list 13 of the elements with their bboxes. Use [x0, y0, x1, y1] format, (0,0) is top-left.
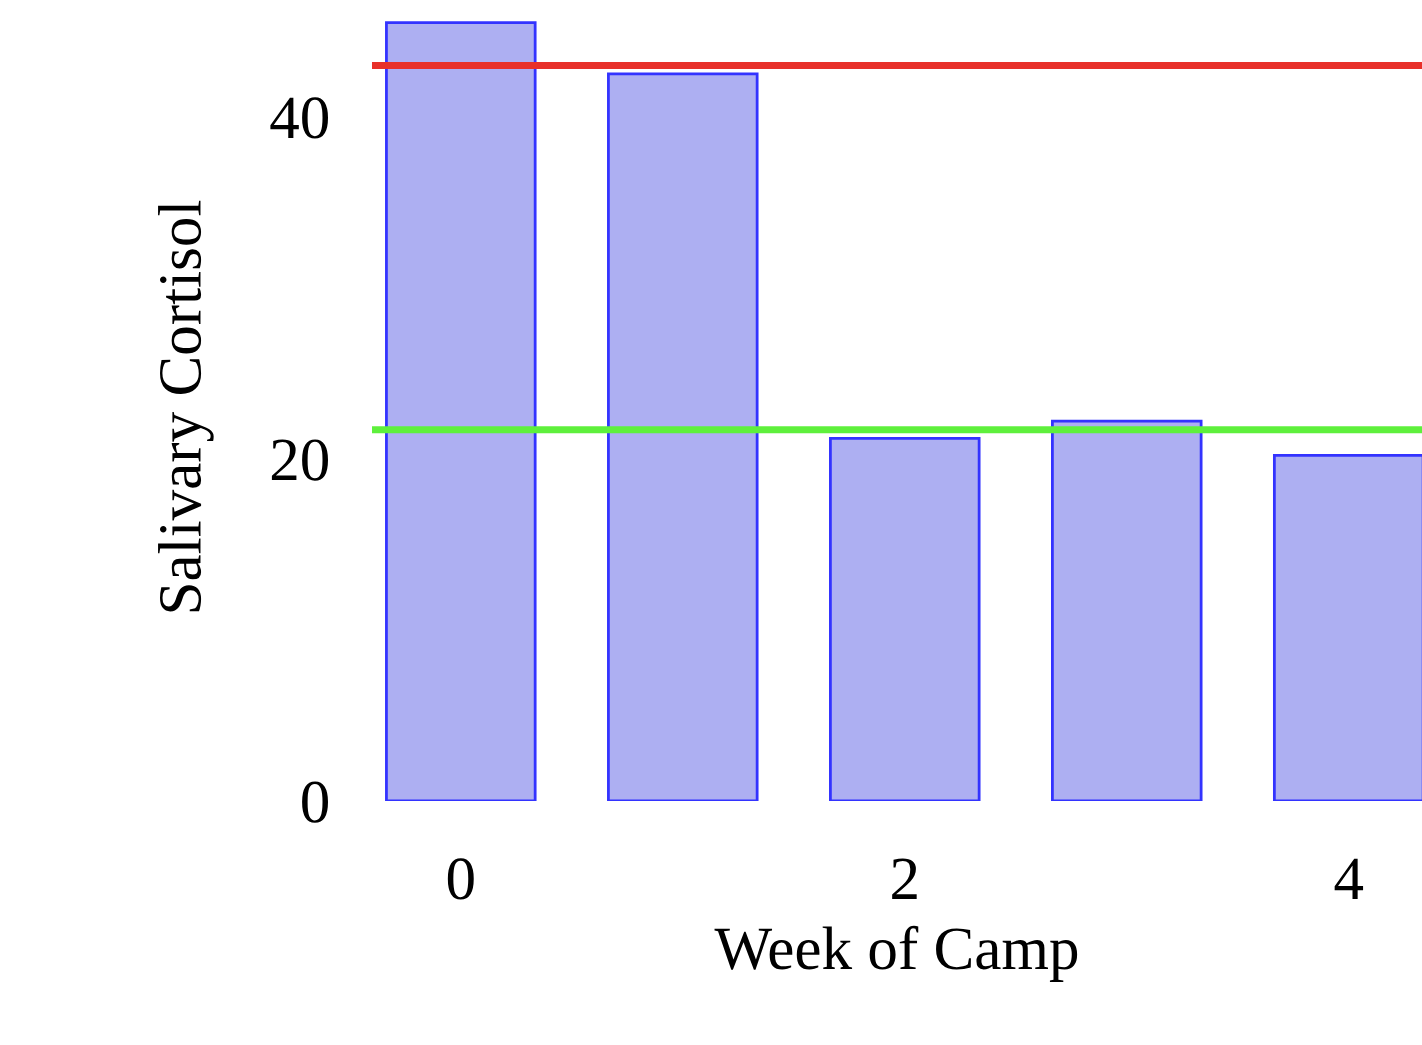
- bar: [829, 436, 981, 801]
- bar: [607, 72, 759, 801]
- x-axis-title: Week of Camp: [714, 925, 1078, 982]
- bar: [1272, 454, 1422, 801]
- y-tick-label: 20: [271, 439, 328, 481]
- bar: [1051, 419, 1203, 801]
- bar: [385, 21, 537, 801]
- x-tick-label: 2: [892, 858, 917, 899]
- x-tick-label: 4: [1334, 858, 1364, 899]
- y-tick-label: 0: [302, 781, 328, 823]
- x-tick-label: 0: [447, 858, 474, 900]
- y-axis-title: Salivary Cortisol: [158, 200, 214, 612]
- y-tick-label: 40: [270, 97, 328, 139]
